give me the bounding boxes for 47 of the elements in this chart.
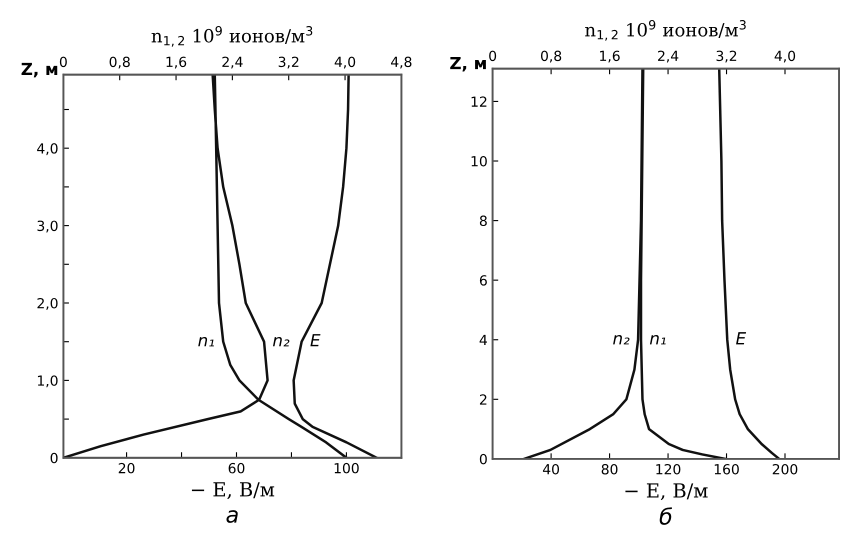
x2-tick-label: 3,2 [278, 56, 298, 69]
y-tick-label: 4,0 [37, 143, 58, 156]
x-tick-label: 100 [334, 462, 359, 474]
series-label: n₁ [198, 336, 214, 346]
text: б [660, 507, 672, 525]
y-tick-label: 2,0 [37, 298, 58, 310]
series-label: n₂ [272, 336, 290, 346]
x2-tick-label: 4,0 [774, 50, 796, 63]
x-tick-label: 200 [772, 464, 798, 474]
y-axis-title: Z, м [450, 56, 486, 72]
series-label: E [736, 332, 746, 344]
x-tick-label: 160 [714, 464, 739, 474]
x2-axis-title: n$_{1,2}$ 10$^{9}$ ионов/м$^{3}$ [585, 20, 746, 41]
y-tick-label: 0 [50, 452, 58, 464]
x2-tick-label: 3,2 [716, 50, 736, 63]
x-axis-title: − E, В/м [625, 483, 708, 500]
x2-tick-label: 0 [60, 56, 67, 68]
y-tick-label: 10 [472, 156, 487, 166]
x-tick-label: 40 [542, 464, 560, 474]
y-tick-label: 4 [480, 334, 487, 346]
x2-axis-title: n$_{1,2}$ 10$^{9}$ ионов/м$^{3}$ [152, 26, 312, 47]
series-label: n₁ [650, 335, 666, 344]
x-tick-label: 120 [656, 464, 680, 474]
y-tick-label: 6 [480, 275, 487, 286]
y-tick-label: 8 [480, 216, 487, 226]
x-tick-label: 60 [228, 462, 244, 474]
x2-tick-label: 4,0 [334, 56, 356, 69]
y-tick-label: 1,0 [38, 375, 58, 388]
x2-tick-label: 2,4 [658, 50, 678, 63]
x-tick-label: 20 [118, 462, 134, 474]
x2-tick-label: 0,8 [540, 50, 562, 63]
x2-tick-label: 2,4 [222, 56, 243, 69]
x2-tick-label: 0,8 [110, 56, 130, 69]
y-axis-title: Z, м [22, 62, 58, 78]
y-tick-label: 3,0 [37, 220, 58, 232]
x2-tick-label: 0 [489, 50, 496, 62]
series-label: n₂ [613, 335, 630, 344]
x2-tick-label: 1,6 [600, 50, 620, 63]
x-axis-title: − E, В/м [192, 482, 274, 500]
series-label: E [310, 334, 320, 346]
y-tick-label: 0 [480, 454, 487, 464]
x2-tick-label: 1,6 [166, 56, 186, 69]
y-tick-label: 2 [480, 394, 486, 405]
x-tick-label: 80 [602, 464, 618, 474]
text: а [226, 510, 238, 523]
x2-tick-label: 4,8 [391, 56, 412, 69]
y-tick-label: 12 [472, 96, 486, 107]
